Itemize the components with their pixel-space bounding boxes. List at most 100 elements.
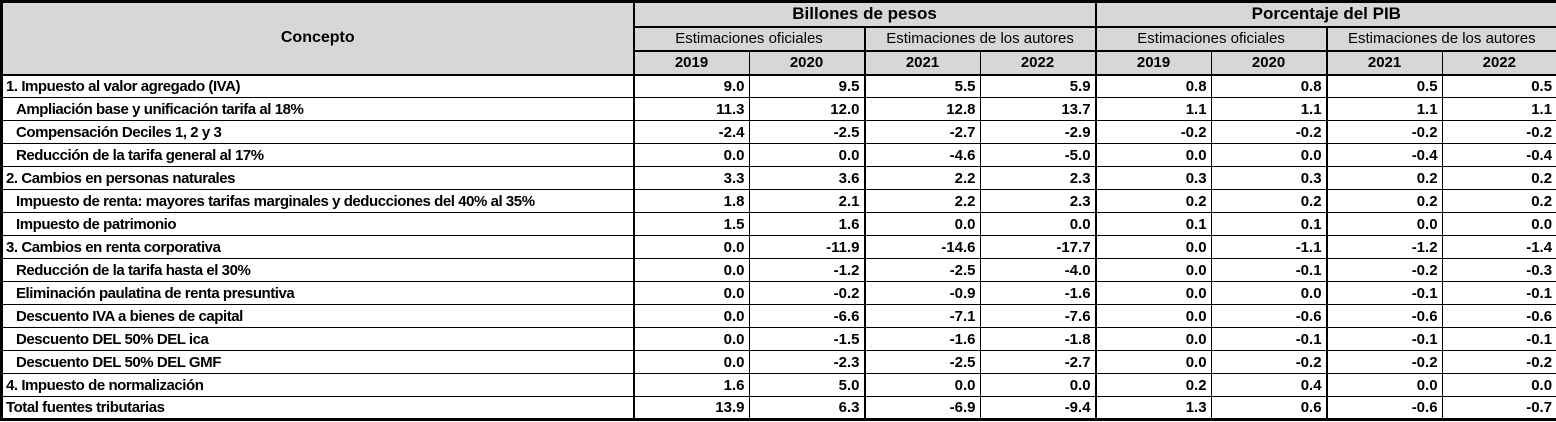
value-cell: 0.0 [632, 350, 750, 374]
year-header: 2021 [1325, 50, 1443, 76]
value-cell: 3.6 [748, 166, 865, 190]
value-cell: 1.8 [632, 189, 750, 213]
value-cell: 0.0 [632, 235, 750, 259]
year-header-row: 2019 2020 2021 2022 2019 2020 2021 2022 [2, 50, 1556, 76]
table-row: Impuesto de renta: mayores tarifas margi… [1, 189, 1556, 213]
row-label: 1. Impuesto al valor agregado (IVA) [1, 74, 634, 98]
value-cell: -0.7 [1441, 396, 1556, 420]
value-cell: 0.0 [1094, 235, 1212, 259]
value-cell: 2.3 [979, 189, 1097, 213]
value-cell: 5.0 [748, 373, 865, 397]
value-cell: 0.2 [1094, 189, 1212, 213]
value-cell: 0.0 [632, 327, 750, 351]
value-cell: 0.5 [1441, 74, 1556, 98]
value-cell: 0.2 [1325, 166, 1443, 190]
value-cell: -0.3 [1441, 258, 1556, 282]
value-cell: 0.4 [1210, 373, 1328, 397]
row-label: Reducción de la tarifa hasta el 30% [1, 258, 634, 282]
table-row: Total fuentes tributarias 13.9 6.3 -6.9 -9.4… [1, 396, 1556, 420]
value-cell: 1.5 [632, 212, 750, 236]
value-cell: 0.0 [632, 143, 750, 167]
value-cell: 3.3 [632, 166, 750, 190]
value-cell: -7.1 [863, 304, 981, 328]
value-cell: 0.0 [863, 373, 981, 397]
value-cell: 13.9 [632, 396, 750, 420]
value-cell: 0.0 [632, 304, 750, 328]
value-cell: -0.2 [1325, 258, 1443, 282]
value-cell: 6.3 [748, 396, 865, 420]
subgroup-header-autores-billones: Estimaciones de los autores [863, 26, 1097, 52]
value-cell: -2.9 [979, 120, 1097, 144]
value-cell: -1.6 [979, 281, 1097, 305]
concepto-header: Concepto [1, 1, 634, 76]
value-cell: -0.2 [1441, 350, 1556, 374]
table-row: Compensación Deciles 1, 2 y 3 -2.4 -2.5 -2.… [1, 120, 1556, 144]
value-cell: 1.6 [632, 373, 750, 397]
subgroup-header-oficiales-billones: Estimaciones oficiales [632, 26, 865, 52]
value-cell: -0.2 [1441, 120, 1556, 144]
row-label: Descuento DEL 50% DEL GMF [1, 350, 634, 374]
value-cell: -0.2 [748, 281, 865, 305]
value-cell: 0.0 [1325, 373, 1443, 397]
year-header: 2019 [1094, 50, 1212, 76]
value-cell: -0.6 [1441, 304, 1556, 328]
value-cell: 0.0 [1094, 304, 1212, 328]
value-cell: 2.3 [979, 166, 1097, 190]
value-cell: 0.2 [1441, 189, 1556, 213]
value-cell: -4.6 [863, 143, 981, 167]
value-cell: 11.3 [632, 97, 750, 121]
row-label: Impuesto de patrimonio [1, 212, 634, 236]
value-cell: 0.2 [1094, 373, 1212, 397]
value-cell: 0.0 [1210, 143, 1328, 167]
year-header: 2020 [748, 50, 865, 76]
value-cell: 0.0 [1094, 258, 1212, 282]
year-header: 2022 [979, 50, 1097, 76]
value-cell: 0.0 [1094, 143, 1212, 167]
subgroup-header-row: Estimaciones oficiales Estimaciones de l… [2, 26, 1556, 52]
value-cell: -14.6 [863, 235, 981, 259]
group-header-billones: Billones de pesos [632, 1, 1097, 28]
value-cell: 0.5 [1325, 74, 1443, 98]
value-cell: -0.2 [1210, 350, 1328, 374]
value-cell: 0.2 [1210, 189, 1328, 213]
table-row: 3. Cambios en renta corporativa 0.0 -11.9-… [1, 235, 1556, 259]
row-label: 3. Cambios en renta corporativa [1, 235, 634, 259]
value-cell: -2.5 [863, 258, 981, 282]
value-cell: 1.3 [1094, 396, 1212, 420]
value-cell: 0.6 [1210, 396, 1328, 420]
row-label: Descuento IVA a bienes de capital [1, 304, 634, 328]
table-row: Reducción de la tarifa general al 17% 0.0… [1, 143, 1556, 167]
value-cell: -0.1 [1210, 258, 1328, 282]
value-cell: -0.1 [1325, 327, 1443, 351]
value-cell: 0.0 [1441, 212, 1556, 236]
value-cell: 0.0 [632, 281, 750, 305]
value-cell: 1.1 [1325, 97, 1443, 121]
subgroup-header-oficiales-pib: Estimaciones oficiales [1094, 26, 1328, 52]
year-header: 2021 [863, 50, 981, 76]
table-row: Ampliación base y unificación tarifa al … [1, 97, 1556, 121]
value-cell: -2.4 [632, 120, 750, 144]
value-cell: 2.2 [863, 189, 981, 213]
row-label: Total fuentes tributarias [1, 396, 634, 420]
value-cell: -0.4 [1325, 143, 1443, 167]
value-cell: 0.0 [1441, 373, 1556, 397]
value-cell: 0.0 [1094, 350, 1212, 374]
value-cell: 0.1 [1094, 212, 1212, 236]
table-row: Descuento DEL 50% DEL GMF 0.0 -2.3 -2.5 -2.7… [1, 350, 1556, 374]
value-cell: 5.5 [863, 74, 981, 98]
value-cell: 0.0 [1210, 281, 1328, 305]
value-cell: 2.1 [748, 189, 865, 213]
row-label: 4. Impuesto de normalización [1, 373, 634, 397]
value-cell: -0.2 [1325, 120, 1443, 144]
value-cell: -1.1 [1210, 235, 1328, 259]
value-cell: -2.7 [863, 120, 981, 144]
value-cell: -0.2 [1094, 120, 1212, 144]
value-cell: -5.0 [979, 143, 1097, 167]
value-cell: 0.3 [1210, 166, 1328, 190]
group-header-row: Concepto Billones de pesos Porcentaje de… [1, 1, 1556, 76]
value-cell: -1.8 [979, 327, 1097, 351]
value-cell: -0.6 [1325, 396, 1443, 420]
value-cell: 0.1 [1210, 212, 1328, 236]
table-row: Eliminación paulatina de renta presuntiv… [1, 281, 1556, 305]
value-cell: -17.7 [979, 235, 1097, 259]
